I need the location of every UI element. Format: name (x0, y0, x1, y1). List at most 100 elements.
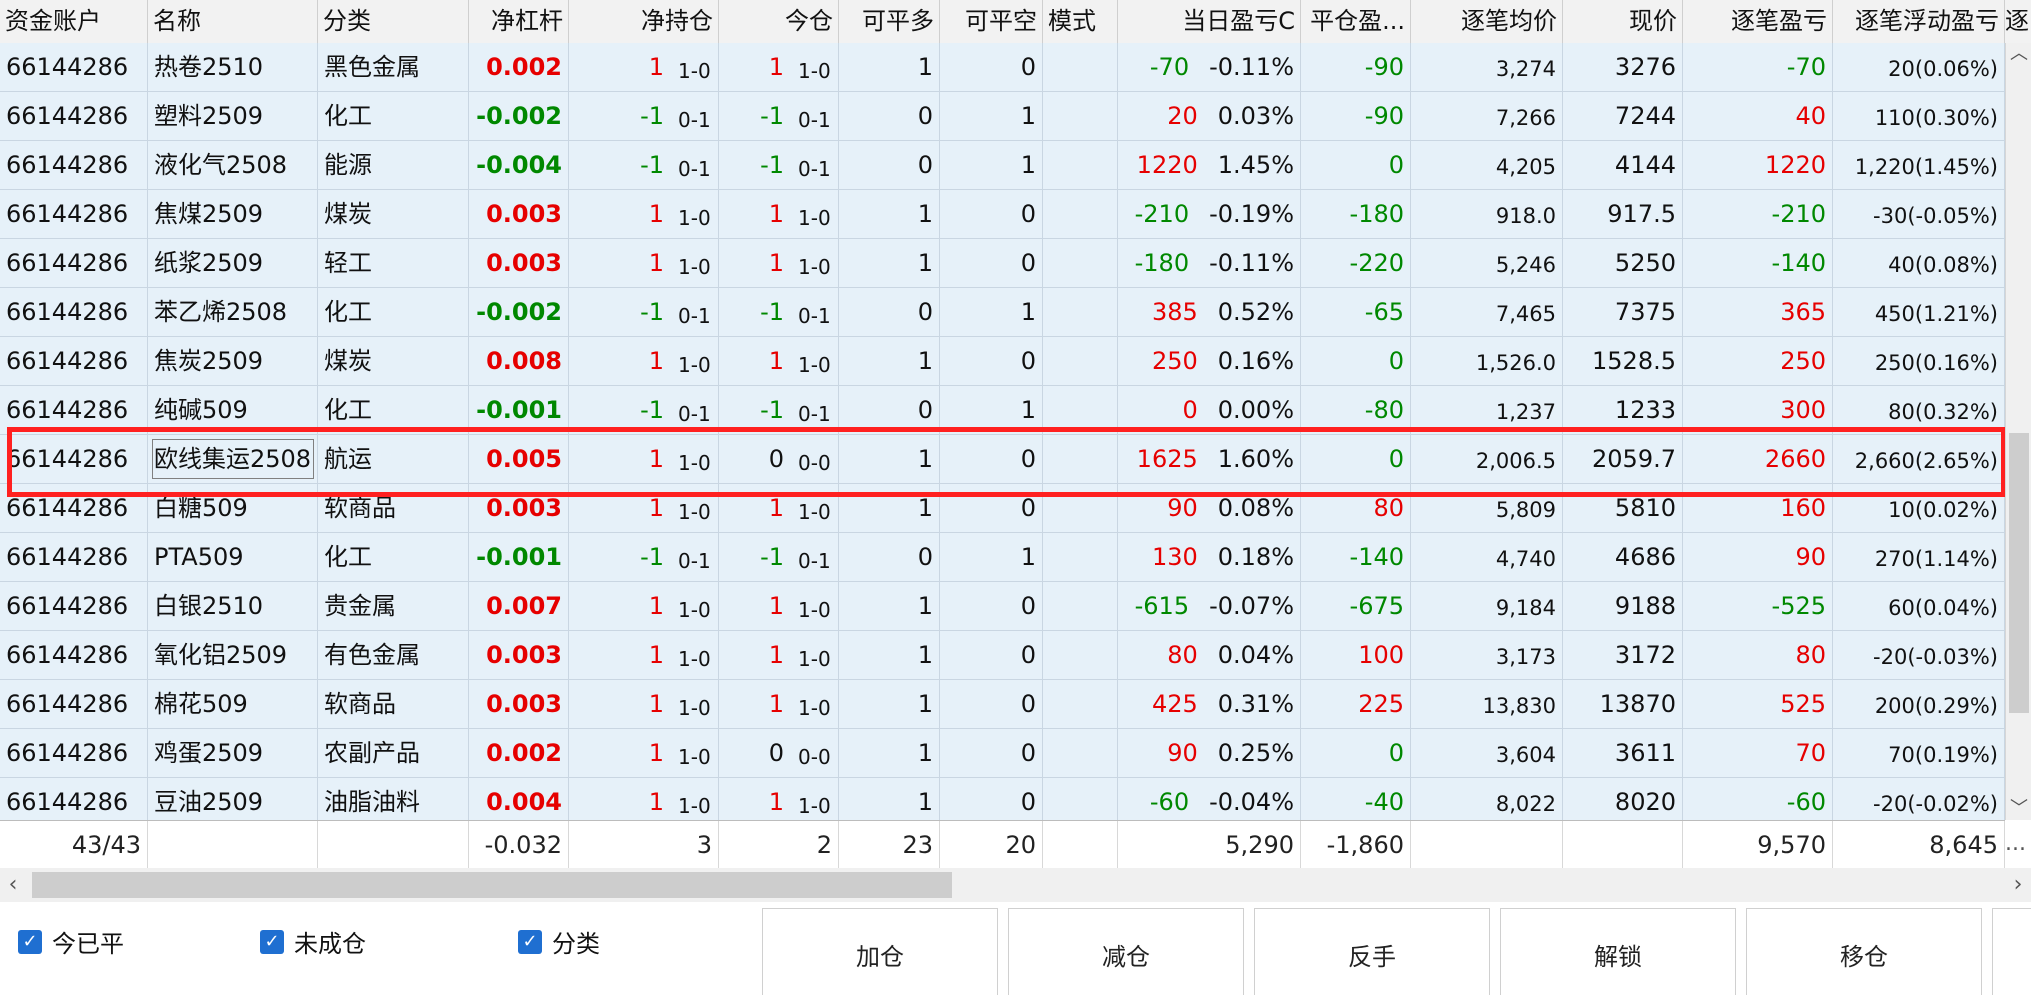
table-row[interactable]: 66144286 焦煤2509 煤炭 0.003 1 1-0 1 1-0 1 0 -210 -0.19… (0, 190, 2005, 239)
column-header-daily-pnl[interactable]: 当日盈亏C (1118, 0, 1301, 43)
column-header-close-pnl[interactable]: 平仓盈... (1301, 0, 1411, 43)
table-row[interactable]: 66144286 热卷2510 黑色金属 0.002 1 1-0 1 1-0 1 0 -70 -0.1… (0, 43, 2005, 92)
category-cell: 软商品 (318, 484, 469, 532)
chevron-left-icon[interactable]: ‹ (8, 872, 18, 897)
instrument-name-cell: 纸浆2509 (148, 239, 318, 287)
more-actions-button[interactable] (1992, 908, 2031, 995)
horizontal-scrollbar[interactable]: ‹ › (0, 868, 2031, 903)
table-row[interactable]: 66144286 塑料2509 化工 -0.002 -1 0-1 -1 0-1 0 1 20 0.03… (0, 92, 2005, 141)
column-header-name[interactable]: 名称 (148, 0, 318, 43)
instrument-name-cell: 热卷2510 (148, 43, 318, 91)
checkmark-icon[interactable]: ✓ (260, 929, 284, 954)
avg-price-cell: 3,604 (1411, 729, 1563, 777)
table-row[interactable]: 66144286 PTA509 化工 -0.001 -1 0-1 -1 0-1 0 1 130 0.1… (0, 533, 2005, 582)
table-row[interactable]: 66144286 鸡蛋2509 农副产品 0.002 1 1-0 0 0-0 1 0 90 0.25%… (0, 729, 2005, 778)
table-row[interactable]: 66144286 苯乙烯2508 化工 -0.002 -1 0-1 -1 0-1 0 1 385 0.… (0, 288, 2005, 337)
daily-pnl-cell: 80 0.04% (1118, 631, 1301, 679)
checkbox-closed-today[interactable]: ✓ 今已平 (18, 924, 124, 959)
vertical-scrollbar[interactable]: ︿ ﹀ (2005, 43, 2031, 820)
today-position-cell-value: 1 (768, 641, 784, 669)
net-position-cell-value: 1 (648, 347, 664, 375)
chevron-up-icon[interactable]: ︿ (2010, 43, 2028, 64)
today-position-cell-wrap: 1 1-0 (725, 484, 832, 532)
checkbox-category[interactable]: ✓ 分类 (518, 924, 600, 959)
add-position-button[interactable]: 加仓 (762, 908, 998, 995)
table-row[interactable]: 66144286 液化气2508 能源 -0.004 -1 0-1 -1 0-1 0 1 1220 1… (0, 141, 2005, 190)
table-row[interactable]: 66144286 白糖509 软商品 0.003 1 1-0 1 1-0 1 0 90 0.08% 80… (0, 484, 2005, 533)
last-price-cell: 5250 (1563, 239, 1683, 287)
column-header-mode[interactable]: 模式 (1043, 0, 1118, 43)
table-row[interactable]: 66144286 白银2510 贵金属 0.007 1 1-0 1 1-0 1 0 -615 -0.0… (0, 582, 2005, 631)
today-position-cell-wrap: 1 1-0 (725, 43, 832, 91)
today-position-cell: 1 1-0 (719, 631, 839, 679)
today-position-cell-split: 0-1 (798, 157, 831, 181)
horizontal-scroll-thumb[interactable] (32, 872, 952, 898)
checkmark-icon[interactable]: ✓ (518, 929, 542, 954)
mode-cell (1043, 43, 1118, 91)
column-header-category[interactable]: 分类 (318, 0, 469, 43)
column-header-trade-pnl[interactable]: 逐笔盈亏 (1683, 0, 1833, 43)
floating-pnl-cell: -30(-0.05%) (1833, 190, 2005, 238)
reduce-position-button[interactable]: 减仓 (1008, 908, 1244, 995)
positions-grid[interactable]: 资金账户 名称 分类 净杠杆 净持仓 今仓 可平多 可平空 模式 当日盈亏C 平仓盈... 逐笔均价现… (0, 0, 2005, 820)
chevron-down-icon[interactable]: ﹀ (2010, 798, 2028, 819)
daily-pnl-cell: 90 0.08% (1118, 484, 1301, 532)
table-row[interactable]: 66144286 焦炭2509 煤炭 0.008 1 1-0 1 1-0 1 0 250 0.16% 0… (0, 337, 2005, 386)
column-header-today-pos[interactable]: 今仓 (719, 0, 839, 43)
column-header-account[interactable]: 资金账户 (0, 0, 148, 43)
floating-pnl-cell: 20(0.06%) (1833, 43, 2005, 91)
table-row[interactable]: 66144286 豆油2509 油脂油料 0.004 1 1-0 1 1-0 1 0 -60 -0.0… (0, 778, 2005, 820)
column-header-last-price[interactable]: 现价 (1563, 0, 1683, 43)
grid-header: 资金账户 名称 分类 净杠杆 净持仓 今仓 可平多 可平空 模式 当日盈亏C 平仓盈... 逐笔均价现… (0, 0, 2005, 44)
today-position-cell-split: 1-0 (798, 353, 831, 377)
close-short-cell: 0 (940, 680, 1043, 728)
daily-pnl-cell: 20 0.03% (1118, 92, 1301, 140)
category-cell: 黑色金属 (318, 43, 469, 91)
reverse-position-button[interactable]: 反手 (1254, 908, 1490, 995)
account-cell: 66144286 (0, 631, 148, 679)
table-row[interactable]: 66144286 欧线集运2508 航运 0.005 1 1-0 0 0-0 1 0 1625 1.6… (0, 435, 2005, 484)
summary-empty (1411, 821, 1563, 869)
close-pnl-cell: 80 (1301, 484, 1411, 532)
net-position-cell-wrap: 1 1-0 (575, 680, 712, 728)
move-position-button[interactable]: 移仓 (1746, 908, 1982, 995)
table-row[interactable]: 66144286 纸浆2509 轻工 0.003 1 1-0 1 1-0 1 0 -180 -0.11… (0, 239, 2005, 288)
instrument-name-cell: 苯乙烯2508 (148, 288, 318, 336)
trade-pnl-cell: 250 (1683, 337, 1833, 385)
column-header-close-short[interactable]: 可平空 (940, 0, 1043, 43)
account-cell: 66144286 (0, 288, 148, 336)
close-long-cell: 1 (839, 778, 940, 820)
floating-pnl-cell: 10(0.02%) (1833, 484, 2005, 532)
action-bar: ✓ 今已平 ✓ 未成仓 ✓ 分类 加仓 减仓 反手 解锁 移仓 (0, 902, 2031, 995)
today-position-cell: 1 1-0 (719, 239, 839, 287)
today-position-cell-wrap: -1 0-1 (725, 92, 832, 140)
vertical-scroll-thumb[interactable] (2009, 433, 2029, 713)
net-position-cell: -1 0-1 (569, 386, 719, 434)
chevron-right-icon[interactable]: › (2013, 872, 2023, 897)
today-position-cell-wrap: 1 1-0 (725, 582, 832, 630)
checkbox-unfilled[interactable]: ✓ 未成仓 (260, 924, 366, 959)
table-row[interactable]: 66144286 氧化铝2509 有色金属 0.003 1 1-0 1 1-0 1 0 80 0.04… (0, 631, 2005, 680)
column-header-leverage[interactable]: 净杠杆 (469, 0, 569, 43)
today-position-cell-split: 0-1 (798, 304, 831, 328)
net-position-cell-split: 1-0 (678, 794, 711, 818)
column-header-avg-price[interactable]: 逐笔均价 (1411, 0, 1563, 43)
summary-row: 43/43 -0.032 3 2 23 20 5,290 -1,860 9,57… (0, 820, 2005, 870)
unlock-button[interactable]: 解锁 (1500, 908, 1736, 995)
category-cell: 煤炭 (318, 337, 469, 385)
header-overflow-label: 逐 (2005, 7, 2029, 35)
avg-price-cell: 2,006.5 (1411, 435, 1563, 483)
column-header-floating-pnl[interactable]: 逐笔浮动盈亏 (1833, 0, 2005, 43)
net-position-cell-split: 1-0 (678, 59, 711, 83)
instrument-name-cell: 白糖509 (148, 484, 318, 532)
close-long-cell: 0 (839, 92, 940, 140)
last-price-cell: 3276 (1563, 43, 1683, 91)
category-cell: 化工 (318, 92, 469, 140)
table-row[interactable]: 66144286 棉花509 软商品 0.003 1 1-0 1 1-0 1 0 425 0.31% 2… (0, 680, 2005, 729)
daily-pnl-percent: 1.60% (1217, 445, 1294, 473)
checkmark-icon[interactable]: ✓ (18, 929, 42, 954)
column-header-close-long[interactable]: 可平多 (839, 0, 940, 43)
column-header-net-pos[interactable]: 净持仓 (569, 0, 719, 43)
net-position-cell-wrap: 1 1-0 (575, 43, 712, 91)
table-row[interactable]: 66144286 纯碱509 化工 -0.001 -1 0-1 -1 0-1 0 1 0 0.00% -… (0, 386, 2005, 435)
